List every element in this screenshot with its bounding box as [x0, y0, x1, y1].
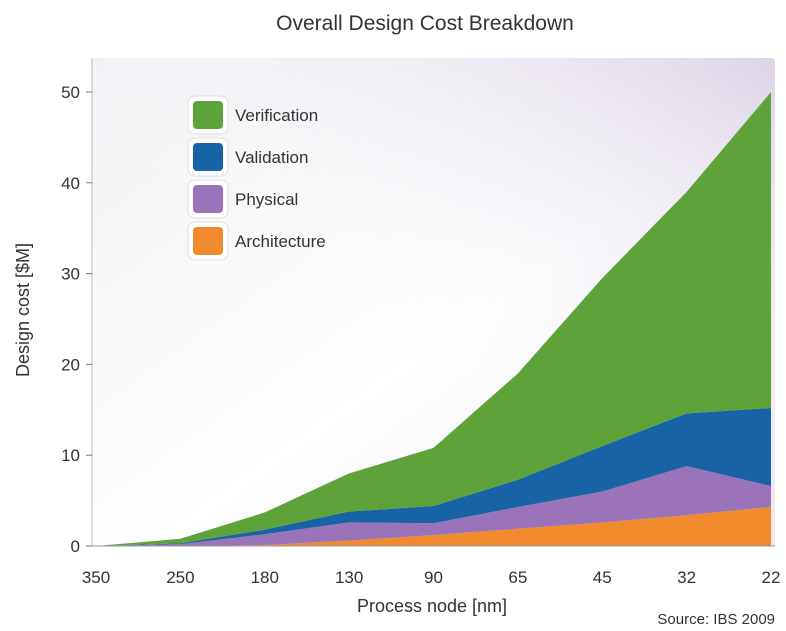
chart-title: Overall Design Cost Breakdown	[276, 12, 574, 35]
legend-swatch-verification	[193, 101, 223, 129]
y-tick-label: 10	[61, 446, 80, 465]
y-tick-label: 50	[61, 83, 80, 102]
y-tick-label: 30	[61, 265, 80, 284]
x-tick-label: 45	[593, 568, 612, 587]
x-tick-label: 90	[424, 568, 443, 587]
x-tick-label: 350	[82, 568, 110, 587]
x-tick-label: 65	[508, 568, 527, 587]
legend-label-physical: Physical	[235, 190, 298, 209]
x-tick-label: 22	[762, 568, 781, 587]
y-tick-label: 0	[71, 537, 80, 556]
x-tick-label: 250	[166, 568, 194, 587]
area-physical	[96, 466, 771, 546]
y-axis-label: Design cost [$M]	[13, 243, 33, 377]
area-validation	[96, 407, 771, 546]
legend-swatch-validation	[193, 143, 223, 171]
legend-swatch-architecture	[193, 227, 223, 255]
y-tick-label: 20	[61, 355, 80, 374]
y-tick-label: 40	[61, 174, 80, 193]
series-areas	[96, 92, 771, 546]
legend-label-architecture: Architecture	[235, 232, 326, 251]
area-verification	[96, 92, 771, 546]
x-tick-label: 180	[251, 568, 279, 587]
x-axis-ticks: 350 250 180 130 90 65 45 32 22	[82, 568, 781, 587]
x-tick-label: 32	[677, 568, 696, 587]
legend-label-validation: Validation	[235, 148, 308, 167]
area-architecture	[96, 506, 771, 546]
legend-swatch-physical	[193, 185, 223, 213]
source-note: Source: IBS 2009	[657, 611, 775, 628]
x-tick-label: 130	[335, 568, 363, 587]
y-axis-ticks: 0 10 20 30 40 50	[61, 83, 92, 556]
plot-area	[91, 58, 775, 547]
x-axis-label: Process node [nm]	[357, 596, 507, 616]
legend-label-verification: Verification	[235, 106, 318, 125]
legend: Verification Validation Physical Architectu…	[187, 95, 326, 261]
